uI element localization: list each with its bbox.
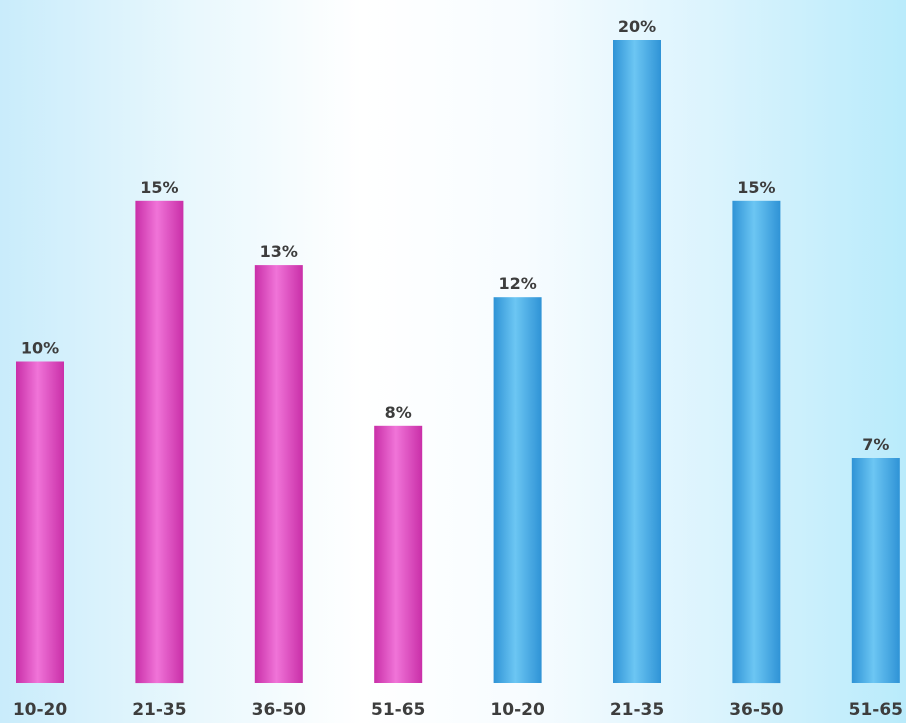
- category-label-6: 21-35: [610, 700, 664, 720]
- bars-layer: [16, 40, 900, 684]
- category-label-2: 21-35: [132, 700, 186, 720]
- category-labels-layer: 10-20 21-35 36-50 51-65 10-20 21-35 36-50 51-65: [13, 700, 903, 720]
- bar-1: [16, 361, 64, 683]
- bar-8: [851, 458, 900, 683]
- value-labels-layer: 10% 15% 13% 8% 12% 20% 15% 7%: [21, 17, 890, 454]
- value-label-6: 20%: [618, 17, 656, 36]
- value-label-5: 12%: [498, 274, 536, 293]
- bar-6: [613, 40, 661, 683]
- bar-3: [254, 265, 303, 683]
- value-label-4: 8%: [385, 403, 412, 422]
- value-label-7: 15%: [737, 178, 775, 197]
- category-label-3: 36-50: [252, 700, 307, 720]
- value-label-2: 15%: [140, 178, 178, 197]
- category-label-7: 36-50: [729, 700, 784, 720]
- bar-4: [374, 425, 423, 683]
- category-label-5: 10-20: [490, 700, 545, 720]
- bar-2: [135, 200, 184, 684]
- value-label-3: 13%: [260, 242, 298, 261]
- bar-7: [732, 200, 781, 684]
- category-label-4: 51-65: [371, 700, 425, 720]
- value-label-8: 7%: [862, 435, 889, 454]
- value-label-1: 10%: [21, 339, 59, 358]
- bar-5: [493, 297, 542, 683]
- category-label-1: 10-20: [13, 700, 68, 720]
- category-label-8: 51-65: [849, 700, 903, 720]
